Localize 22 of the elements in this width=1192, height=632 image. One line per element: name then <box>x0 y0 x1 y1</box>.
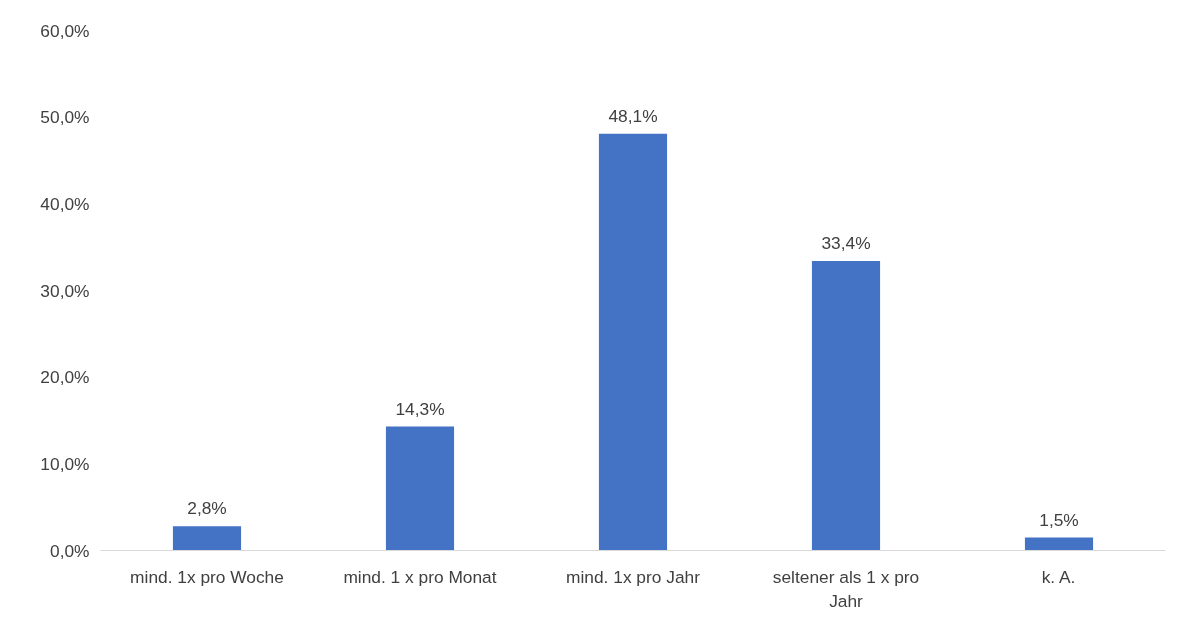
x-tick-label: mind. 1 x pro Monat <box>343 566 497 587</box>
bar <box>385 426 455 551</box>
y-tick-label: 30,0% <box>40 280 90 301</box>
x-tick-label: k. A. <box>1041 566 1076 587</box>
x-tick-label: mind. 1x pro Woche <box>130 566 284 587</box>
x-tick-label: seltener als 1 x pro Jahr <box>772 566 920 611</box>
data-label: 2,8% <box>187 498 227 519</box>
y-tick-label: 40,0% <box>40 193 90 214</box>
x-tick-label: mind. 1x pro Jahr <box>566 566 701 587</box>
y-tick-label: 0,0% <box>50 540 90 561</box>
bar <box>1024 537 1094 551</box>
y-tick-label: 20,0% <box>40 367 90 388</box>
y-tick-label: 10,0% <box>40 453 90 474</box>
data-label: 14,3% <box>395 398 445 419</box>
bar <box>811 261 881 551</box>
y-tick-label: 50,0% <box>40 107 90 128</box>
y-tick-label: 60,0% <box>40 20 90 41</box>
data-label: 33,4% <box>821 233 871 254</box>
bar <box>598 133 668 551</box>
data-label: 1,5% <box>1039 509 1079 530</box>
data-label: 48,1% <box>608 105 658 126</box>
bar <box>172 526 242 551</box>
